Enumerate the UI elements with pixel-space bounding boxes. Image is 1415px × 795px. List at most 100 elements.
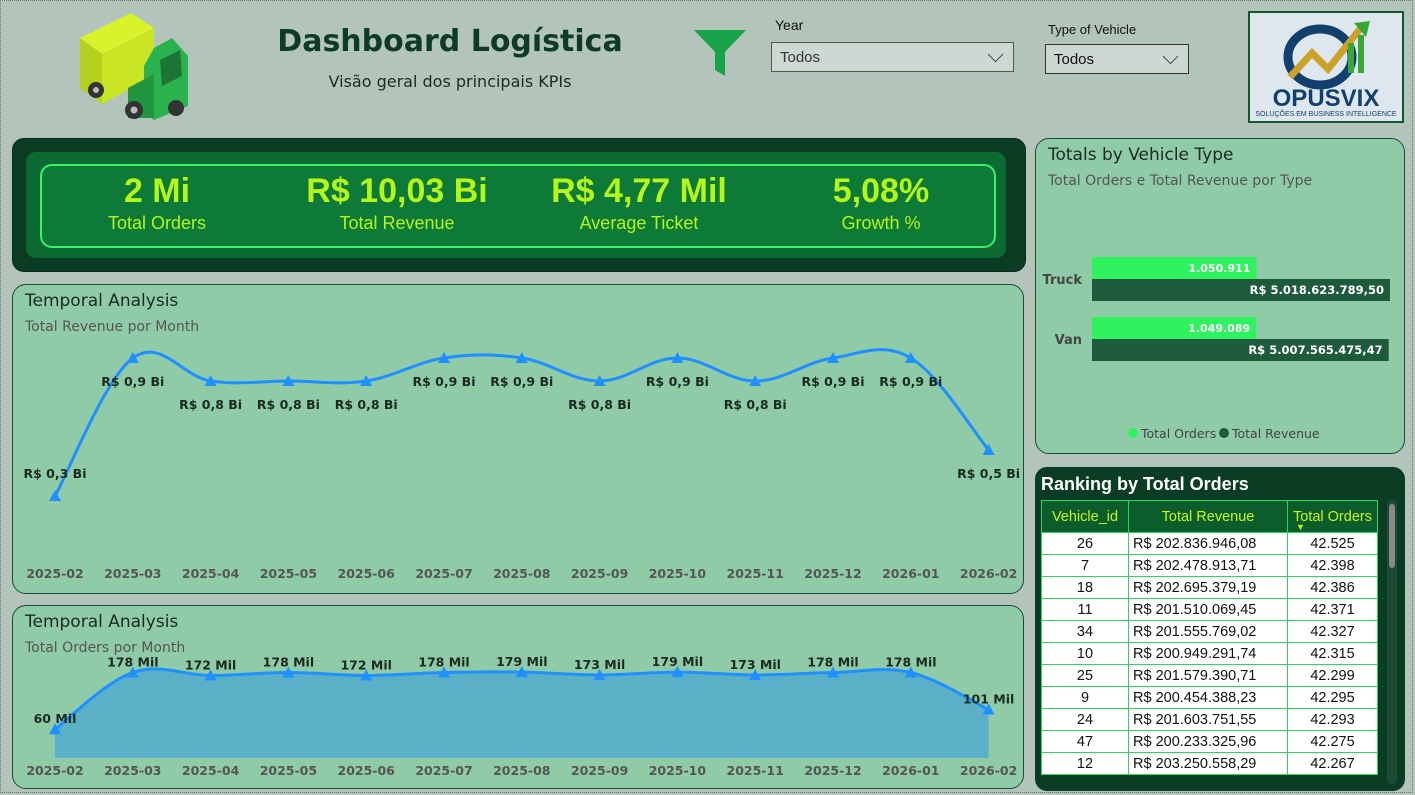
cell-total-orders: 42.315 [1287,642,1378,665]
year-dropdown[interactable]: Todos [771,42,1014,72]
data-point-marker[interactable] [749,375,762,386]
data-point-marker[interactable] [49,490,61,501]
cell-total-orders: 42.386 [1287,576,1378,599]
data-label: 179 Mil [496,654,547,669]
data-point-marker[interactable] [593,375,606,386]
column-header-total-orders[interactable]: Total Orders ▼ [1287,500,1378,533]
cell-vehicle-id: 9 [1041,686,1129,709]
data-point-marker[interactable] [282,666,295,678]
ranking-title: Ranking by Total Orders [1041,474,1249,494]
vehicle-type-dropdown[interactable]: Todos [1045,44,1189,74]
bar-total-orders[interactable] [1092,317,1257,339]
table-row[interactable]: 12 R$ 203.250.558,29 42.267 [1041,752,1378,775]
orders-area-chart: 60 Mil 2025-02 178 Mil 2025-03 172 Mil 2025-0… [26,654,1017,778]
cell-vehicle-id: 10 [1041,642,1129,665]
table-row[interactable]: 25 R$ 201.579.390,71 42.299 [1041,664,1378,687]
table-row[interactable]: 7 R$ 202.478.913,71 42.398 [1041,554,1378,577]
data-label: 178 Mil [807,655,858,670]
page-title: Dashboard Logística [277,24,623,59]
bar-total-revenue[interactable] [1092,279,1390,301]
data-point-marker[interactable] [515,352,528,363]
data-point-marker[interactable] [126,666,139,678]
data-label: R$ 0,9 Bi [646,374,709,389]
data-point-marker[interactable] [204,375,217,386]
scrollbar-thumb[interactable] [1389,504,1395,568]
vehicle-filter-label: Type of Vehicle [1048,22,1137,37]
kpi-average-ticket: R$ 4,77 Mil Average Ticket [524,172,754,234]
data-label: 101 Mil [963,692,1014,707]
cell-total-revenue: R$ 202.478.913,71 [1128,554,1288,577]
table-row[interactable]: 18 R$ 202.695.379,19 42.386 [1041,576,1378,599]
data-point-marker[interactable] [671,352,684,363]
legend-label: Total Revenue [1231,426,1320,441]
data-point-marker[interactable] [749,668,762,680]
x-tick-label: 2025-11 [727,566,784,581]
data-label: 172 Mil [185,657,236,672]
data-point-marker[interactable] [126,352,139,363]
cell-total-revenue: R$ 200.949.291,74 [1128,642,1288,665]
table-row[interactable]: 26 R$ 202.836.946,08 42.525 [1041,532,1378,555]
cell-total-orders: 42.295 [1287,686,1378,709]
x-tick-label: 2026-01 [882,763,939,778]
table-row[interactable]: 47 R$ 200.233.325,96 42.275 [1041,730,1378,753]
panel-subtitle: Total Orders por Month [25,640,186,656]
data-point-marker[interactable] [360,669,373,681]
kpi-label: Total Revenue [339,213,455,233]
panel-title: Temporal Analysis [25,612,179,632]
data-point-marker[interactable] [360,375,373,386]
data-point-marker[interactable] [827,666,839,678]
data-label: R$ 0,9 Bi [879,374,942,389]
filter-icon[interactable] [694,28,746,78]
data-point-marker[interactable] [282,375,295,386]
cell-total-orders: 42.299 [1287,664,1378,687]
ranking-scrollbar[interactable] [1387,500,1397,784]
table-row[interactable]: 24 R$ 201.603.751,55 42.293 [1041,708,1378,731]
cell-total-orders: 42.293 [1287,708,1378,731]
x-tick-label: 2025-04 [182,763,240,778]
data-point-marker[interactable] [515,666,528,678]
kpi-total-orders: 2 Mi Total Orders [42,172,272,234]
x-tick-label: 2025-07 [415,763,472,778]
data-point-marker[interactable] [204,669,217,681]
data-point-marker[interactable] [593,668,606,680]
orders-area-fill [55,668,989,758]
data-point-marker[interactable] [982,703,995,715]
revenue-chart-panel: Temporal Analysis Total Revenue por Mont… [12,284,1024,594]
cell-vehicle-id: 18 [1041,576,1129,599]
column-header-total-revenue[interactable]: Total Revenue [1128,500,1288,533]
bar-value-label: 1.050.911 [1188,262,1250,275]
table-row[interactable]: 10 R$ 200.949.291,74 42.315 [1041,642,1378,665]
data-label: R$ 0,9 Bi [802,374,865,389]
year-filter-label: Year [775,17,804,33]
data-point-marker[interactable] [904,352,917,363]
data-point-marker[interactable] [438,666,450,678]
data-point-marker[interactable] [438,352,450,363]
kpi-label: Growth % [841,213,921,233]
column-header-vehicle-id[interactable]: Vehicle_id [1041,500,1129,533]
kpi-value: 5,08% [832,172,930,210]
cell-total-revenue: R$ 200.454.388,23 [1128,686,1288,709]
x-tick-label: 2025-09 [571,566,628,581]
cell-total-orders: 42.267 [1287,752,1378,775]
bar-value-label: 1.049.089 [1188,322,1250,335]
logo-mark-icon [1283,21,1370,90]
year-dropdown-value: Todos [780,48,821,66]
table-row[interactable]: 11 R$ 201.510.069,45 42.371 [1041,598,1378,621]
table-row[interactable]: 34 R$ 201.555.769,02 42.327 [1041,620,1378,643]
data-label: 178 Mil [885,655,936,670]
panel-subtitle: Total Orders e Total Revenue por Type [1048,173,1313,189]
data-label: R$ 0,5 Bi [957,466,1020,481]
data-point-marker[interactable] [49,723,61,735]
data-point-marker[interactable] [904,666,917,678]
cell-vehicle-id: 11 [1041,598,1129,621]
table-row[interactable]: 9 R$ 200.454.388,23 42.295 [1041,686,1378,709]
data-point-marker[interactable] [982,444,995,455]
x-tick-label: 2025-08 [493,763,550,778]
data-point-marker[interactable] [827,352,839,363]
cell-vehicle-id: 25 [1041,664,1129,687]
x-tick-label: 2025-08 [493,566,550,581]
bar-total-orders[interactable] [1092,257,1257,279]
bar-total-revenue[interactable] [1092,339,1389,361]
data-point-marker[interactable] [671,666,684,678]
x-tick-label: 2025-05 [260,566,317,581]
